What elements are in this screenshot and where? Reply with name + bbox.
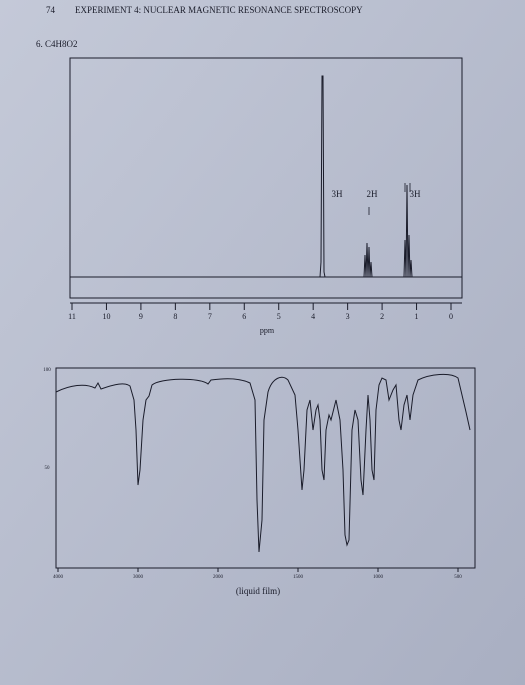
nmr-x-tick-label: 2 — [380, 312, 384, 321]
nmr-x-tick-label: 1 — [415, 312, 419, 321]
header-title: EXPERIMENT 4: NUCLEAR MAGNETIC RESONANCE… — [75, 5, 363, 15]
ir-x-tick-label: 1000 — [373, 575, 384, 580]
nmr-x-tick-label: 6 — [242, 312, 246, 321]
ir-x-tick-label: 500 — [454, 575, 462, 580]
page-number: 74 — [46, 5, 56, 15]
nmr-x-axis-label: ppm — [260, 326, 275, 335]
nmr-x-tick-label: 11 — [68, 312, 76, 321]
ir-x-tick-label: 4000 — [53, 575, 64, 580]
ir-frame — [55, 367, 476, 569]
ir-x-tick-label: 3000 — [133, 575, 144, 580]
ir-x-tick-label: 1500 — [293, 575, 304, 580]
integration-label: 2H — [367, 189, 379, 199]
nmr-x-tick-label: 8 — [173, 312, 177, 321]
nmr-x-tick-label: 5 — [277, 312, 281, 321]
nmr-trace — [70, 75, 462, 278]
integration-label: 3H — [410, 189, 422, 199]
ir-caption: (liquid film) — [236, 586, 280, 596]
nmr-spectrum — [69, 57, 463, 304]
ir-y-tick-label: 100 — [43, 368, 51, 373]
problem-label: 6. C4H8O2 — [36, 39, 78, 49]
nmr-x-tick-label: 7 — [208, 312, 212, 321]
integration-label: 3H — [332, 189, 344, 199]
nmr-x-tick-label: 0 — [449, 312, 453, 321]
ir-y-tick-label: 50 — [45, 466, 51, 471]
nmr-x-tick-label: 4 — [311, 312, 315, 321]
nmr-x-tick-label: 3 — [346, 312, 350, 321]
ir-spectrum — [55, 367, 476, 569]
nmr-x-tick-label: 9 — [139, 312, 143, 321]
nmr-x-tick-label: 10 — [102, 312, 110, 321]
ir-trace — [55, 373, 471, 553]
nmr-frame — [69, 57, 463, 299]
integration-marks — [368, 183, 411, 215]
ir-x-tick-label: 2000 — [213, 575, 224, 580]
